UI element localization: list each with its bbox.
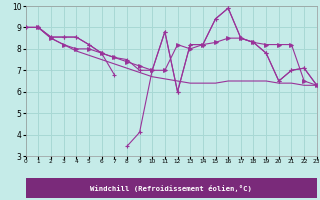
Text: Windchill (Refroidissement éolien,°C): Windchill (Refroidissement éolien,°C): [90, 184, 252, 192]
